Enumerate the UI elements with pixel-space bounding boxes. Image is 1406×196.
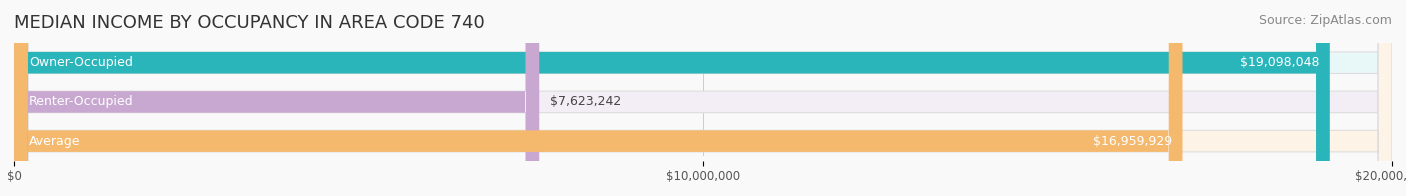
Text: $19,098,048: $19,098,048: [1240, 56, 1319, 69]
Text: $16,959,929: $16,959,929: [1092, 135, 1173, 148]
FancyBboxPatch shape: [14, 0, 1392, 196]
Text: $7,623,242: $7,623,242: [550, 95, 621, 108]
FancyBboxPatch shape: [14, 0, 540, 196]
Text: MEDIAN INCOME BY OCCUPANCY IN AREA CODE 740: MEDIAN INCOME BY OCCUPANCY IN AREA CODE …: [14, 14, 485, 32]
FancyBboxPatch shape: [14, 0, 1392, 196]
FancyBboxPatch shape: [14, 0, 1182, 196]
Text: Source: ZipAtlas.com: Source: ZipAtlas.com: [1258, 14, 1392, 27]
Text: Renter-Occupied: Renter-Occupied: [30, 95, 134, 108]
FancyBboxPatch shape: [14, 0, 1392, 196]
Text: Owner-Occupied: Owner-Occupied: [30, 56, 134, 69]
Text: Average: Average: [30, 135, 80, 148]
FancyBboxPatch shape: [14, 0, 1330, 196]
